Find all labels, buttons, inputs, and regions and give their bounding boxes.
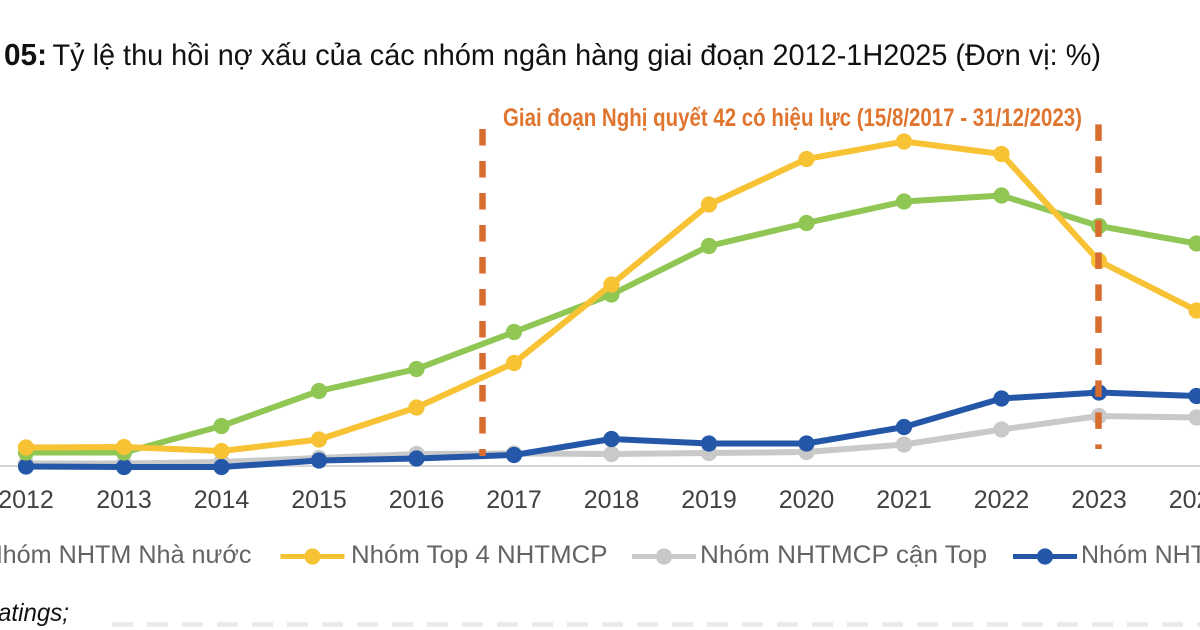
svg-text:2022: 2022 bbox=[974, 486, 1030, 514]
svg-text:2012: 2012 bbox=[0, 486, 54, 514]
svg-text:2016: 2016 bbox=[389, 486, 445, 514]
svg-text:2017: 2017 bbox=[486, 486, 542, 514]
svg-text:Giai đoạn Nghị quyết 42 có hiệ: Giai đoạn Nghị quyết 42 có hiệu lực (15/… bbox=[503, 104, 1082, 132]
svg-text:2024: 2024 bbox=[1169, 486, 1200, 514]
svg-text:2019: 2019 bbox=[681, 486, 737, 514]
svg-text:Nhóm Top 4 NHTMCP: Nhóm Top 4 NHTMCP bbox=[351, 541, 608, 569]
svg-text:Tỷ lệ thu hồi nợ xấu của các n: Tỷ lệ thu hồi nợ xấu của các nhóm ngân h… bbox=[53, 39, 1102, 72]
svg-text:2023: 2023 bbox=[1071, 486, 1127, 514]
svg-text:atings;: atings; bbox=[0, 599, 69, 627]
svg-text:2013: 2013 bbox=[96, 486, 152, 514]
svg-text:Nhóm NHTMCP cận Top: Nhóm NHTMCP cận Top bbox=[700, 541, 987, 569]
svg-text:05:: 05: bbox=[4, 37, 47, 72]
svg-text:2021: 2021 bbox=[876, 486, 932, 514]
svg-text:2014: 2014 bbox=[194, 486, 250, 514]
svg-text:Nhóm NHTMCP còn lại: Nhóm NHTMCP còn lại bbox=[1081, 541, 1200, 569]
svg-text:Nhóm NHTM Nhà nước: Nhóm NHTM Nhà nước bbox=[0, 541, 252, 569]
svg-text:2018: 2018 bbox=[584, 486, 640, 514]
svg-text:2020: 2020 bbox=[779, 486, 835, 514]
svg-text:2015: 2015 bbox=[291, 486, 347, 514]
